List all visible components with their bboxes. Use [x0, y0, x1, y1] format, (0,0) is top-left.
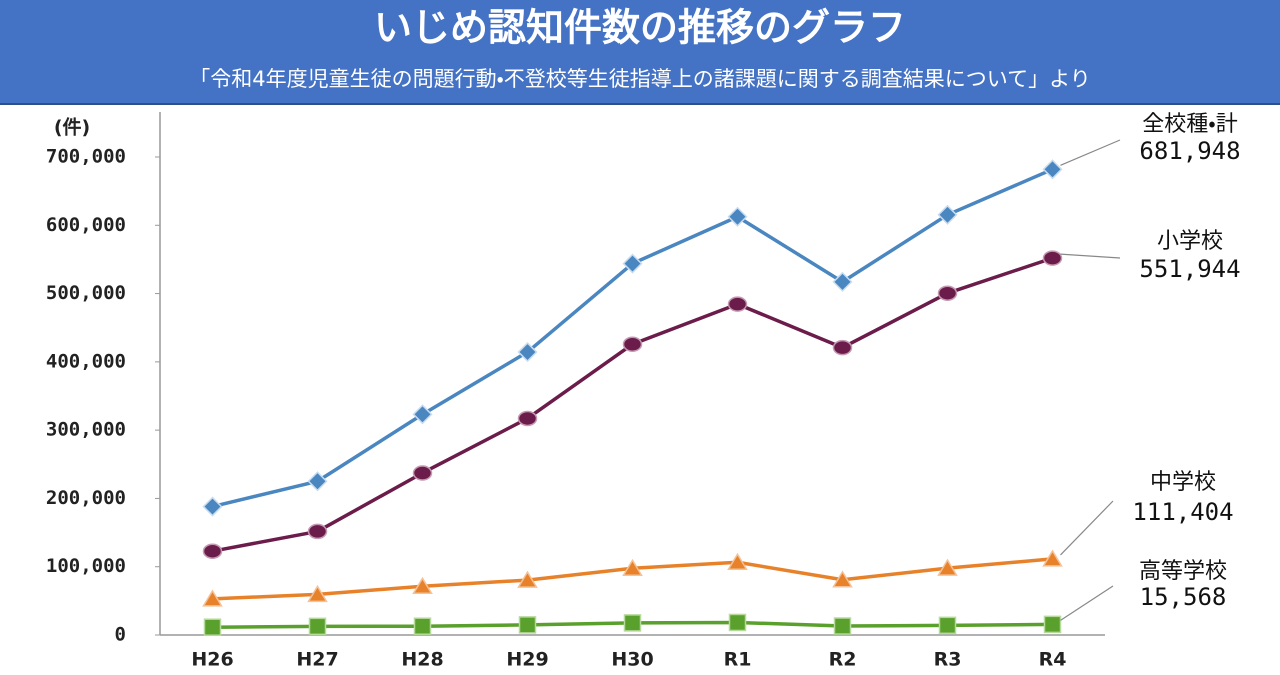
x-tick-label: H27: [296, 649, 338, 671]
marker: [832, 570, 853, 588]
header-band: [0, 0, 1280, 104]
marker: [412, 404, 433, 425]
leader-line: [1060, 500, 1114, 556]
marker: [202, 496, 223, 517]
marker: [1043, 615, 1062, 634]
x-tick-label: H28: [401, 649, 443, 671]
marker: [622, 336, 643, 352]
y-tick-label: 200,000: [46, 487, 126, 509]
marker: [832, 271, 853, 292]
series-line: [212, 256, 1054, 553]
marker: [938, 616, 957, 635]
marker: [412, 465, 433, 481]
leader-line: [1060, 253, 1121, 259]
marker: [1042, 159, 1063, 180]
y-tick-label: 300,000: [46, 419, 126, 441]
value-label: 15,568: [1140, 583, 1227, 611]
marker: [727, 206, 748, 227]
marker: [202, 543, 223, 559]
series-label: 中学校: [1150, 470, 1216, 495]
marker: [1042, 549, 1063, 567]
y-tick-label: 400,000: [46, 350, 126, 372]
marker: [307, 523, 328, 540]
x-tick-label: R4: [1039, 649, 1067, 671]
y-tick-label: 0: [115, 624, 126, 646]
marker: [833, 617, 852, 635]
marker: [413, 617, 432, 635]
y-tick-label: 500,000: [46, 282, 126, 304]
x-tick-label: R2: [829, 649, 857, 671]
marker: [307, 584, 328, 603]
leader-line: [1060, 139, 1121, 166]
y-tick-label: 600,000: [46, 214, 126, 236]
x-tick-label: H29: [506, 649, 548, 671]
x-tick-label: R3: [934, 649, 962, 671]
marker: [937, 285, 958, 301]
marker: [832, 339, 853, 356]
y-tick-label: 100,000: [46, 555, 126, 577]
value-label: 551,944: [1139, 255, 1240, 283]
marker: [517, 570, 538, 588]
y-axis-unit: (件): [54, 116, 90, 139]
marker: [728, 613, 747, 632]
marker: [623, 614, 642, 632]
marker: [202, 589, 223, 607]
marker: [518, 616, 537, 634]
y-tick-label: 700,000: [46, 146, 126, 168]
marker: [937, 558, 958, 576]
marker: [727, 552, 748, 571]
series-label: 全校種・計: [1142, 112, 1237, 137]
value-label: 111,404: [1132, 498, 1233, 526]
leader-line: [1060, 585, 1114, 621]
chart-subtitle: 「令和4年度児童生徒の問題行動・不登校等生徒指導上の諸課題に関する調査結果につい…: [189, 67, 1090, 91]
series-label: 小学校: [1157, 229, 1223, 254]
marker: [937, 204, 958, 225]
marker: [1042, 250, 1063, 266]
marker: [622, 558, 643, 577]
value-label: 681,948: [1139, 137, 1240, 165]
marker: [307, 471, 328, 492]
marker: [517, 341, 538, 363]
marker: [308, 617, 327, 636]
chart-title: いじめ認知件数の推移のグラフ: [374, 6, 906, 50]
x-tick-label: R1: [724, 649, 752, 671]
marker: [203, 618, 222, 636]
series-label: 高等学校: [1139, 559, 1227, 584]
marker: [727, 296, 748, 312]
x-tick-label: H26: [191, 649, 233, 671]
marker: [622, 253, 643, 274]
x-tick-label: H30: [611, 649, 653, 671]
marker: [517, 410, 538, 427]
marker: [412, 576, 433, 595]
